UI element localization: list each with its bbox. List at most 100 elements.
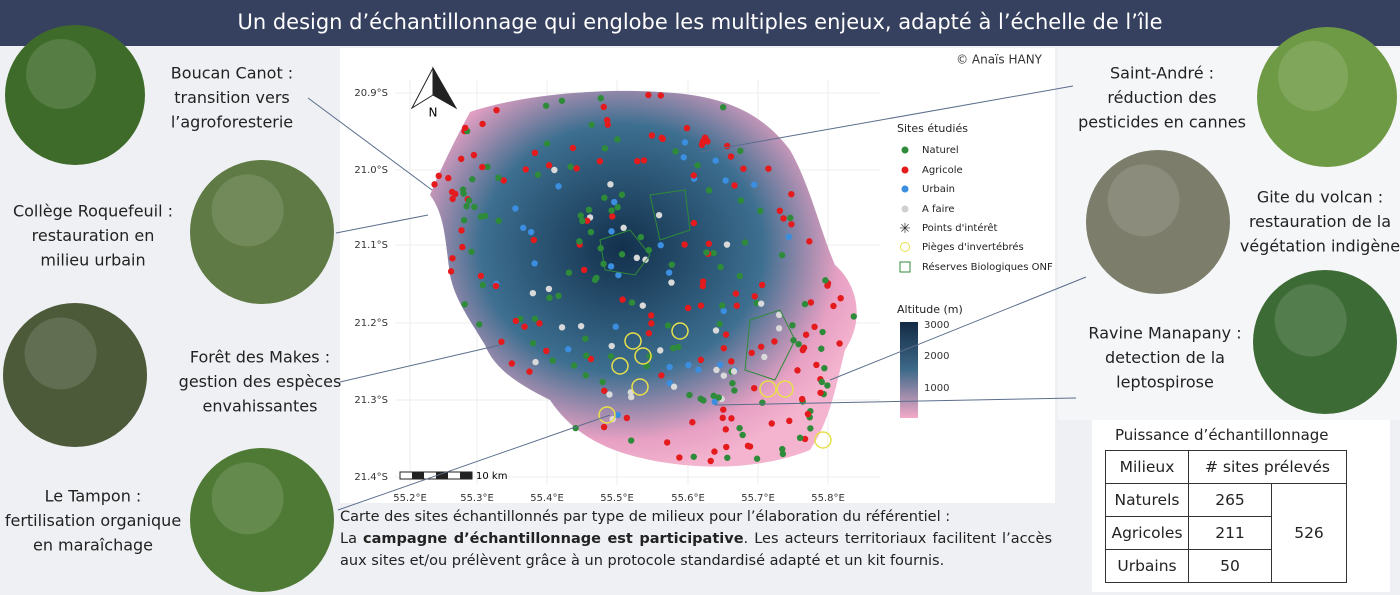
site-dot (732, 290, 740, 297)
site-dot (716, 320, 723, 328)
site-dot (657, 92, 665, 99)
site-dot (811, 323, 818, 331)
site-dot (776, 207, 784, 215)
cell: Agricoles (1105, 516, 1189, 550)
site-dot (668, 261, 676, 268)
callout-line: gestion des espèces (179, 372, 342, 391)
site-dot (459, 186, 467, 193)
lon-label: 55.6°E (671, 493, 705, 504)
site-dot (576, 238, 583, 245)
site-dot (607, 181, 614, 188)
site-dot (850, 313, 857, 320)
site-dot (431, 181, 438, 188)
caption-bold: campagne d’échantillonnage est participa… (363, 531, 744, 547)
site-dot (751, 384, 758, 392)
site-dot (601, 145, 609, 152)
site-dot (461, 301, 468, 308)
credit: © Anaïs HANY (956, 53, 1043, 67)
site-dot (707, 457, 714, 465)
caption-body: La campagne d’échantillonnage est partic… (340, 528, 1052, 572)
site-dot (730, 368, 738, 375)
photo-highlight (1274, 284, 1347, 357)
site-dot (601, 387, 608, 394)
legend-swatch (899, 261, 911, 273)
site-dot (542, 102, 550, 109)
site-dot (569, 144, 577, 152)
site-dot (565, 269, 573, 276)
photo-highlight (24, 317, 97, 390)
site-dot (689, 419, 696, 426)
site-dot (648, 320, 655, 327)
site-dot (759, 399, 766, 406)
header-cell: Milieux (1105, 450, 1189, 484)
site-dot (681, 241, 688, 248)
site-dot (731, 387, 738, 394)
cell: Naturels (1105, 483, 1189, 517)
site-dot (573, 165, 580, 172)
site-dot (522, 166, 529, 173)
site-dot (739, 431, 746, 439)
photo (190, 160, 334, 304)
site-dot (785, 233, 792, 241)
site-dot (740, 165, 747, 172)
site-dot (534, 171, 542, 178)
site-dot (633, 254, 641, 262)
site-dot (614, 136, 621, 143)
altitude-title: Altitude (m) (897, 303, 963, 316)
lat-label: 21.4°S (354, 472, 388, 483)
site-dot (727, 153, 735, 160)
lat-label: 21.3°S (354, 395, 388, 406)
site-dot (779, 445, 786, 453)
site-dot (527, 228, 535, 236)
site-dot (447, 268, 455, 275)
callout-line: en maraîchage (33, 536, 153, 555)
site-dot (799, 346, 806, 354)
site-dot (789, 322, 796, 329)
traps (598, 322, 832, 449)
site-dot (798, 395, 806, 403)
site-dot (536, 320, 543, 327)
site-dot (521, 323, 528, 330)
site-dot (460, 217, 468, 224)
site-dot (628, 299, 636, 306)
site-dot (722, 426, 729, 433)
site-dot (492, 282, 500, 290)
site-dot (748, 349, 755, 357)
site-dot (587, 228, 595, 236)
site-dot (713, 366, 720, 374)
site-dot (690, 172, 697, 179)
site-dot (683, 124, 691, 132)
site-dot (577, 322, 585, 330)
site-dot (634, 157, 641, 165)
site-dot (711, 398, 718, 406)
site-dot (640, 157, 648, 164)
site-dot (508, 360, 516, 367)
site-dot (608, 207, 615, 214)
site-dot (675, 343, 682, 351)
site-dot (666, 379, 673, 387)
photo (5, 25, 145, 165)
site-dot (663, 439, 671, 446)
reserves (599, 189, 796, 381)
legend-swatch: ✳ (899, 221, 911, 237)
site-dot (546, 294, 553, 301)
callout-line: envahissantes (203, 397, 318, 416)
callout-line: transition vers (174, 88, 290, 107)
site-dot (477, 272, 485, 280)
site-dot (476, 321, 483, 328)
site-dot (780, 215, 787, 222)
callout-line: restauration de la (1249, 212, 1391, 231)
site-dot (824, 382, 831, 389)
site-dot (807, 299, 815, 306)
site-dot (695, 366, 702, 373)
site-dot (545, 162, 553, 169)
site-dot (666, 363, 673, 371)
site-dot (731, 182, 738, 189)
callout-line: l’agroforesterie (171, 113, 293, 132)
legend-label: Points d'intérêt (922, 222, 998, 234)
legend-swatch (901, 205, 909, 213)
site-dot (532, 358, 539, 366)
legend-label: A faire (922, 204, 955, 215)
site-dot (719, 302, 726, 309)
site-dot (717, 361, 724, 368)
